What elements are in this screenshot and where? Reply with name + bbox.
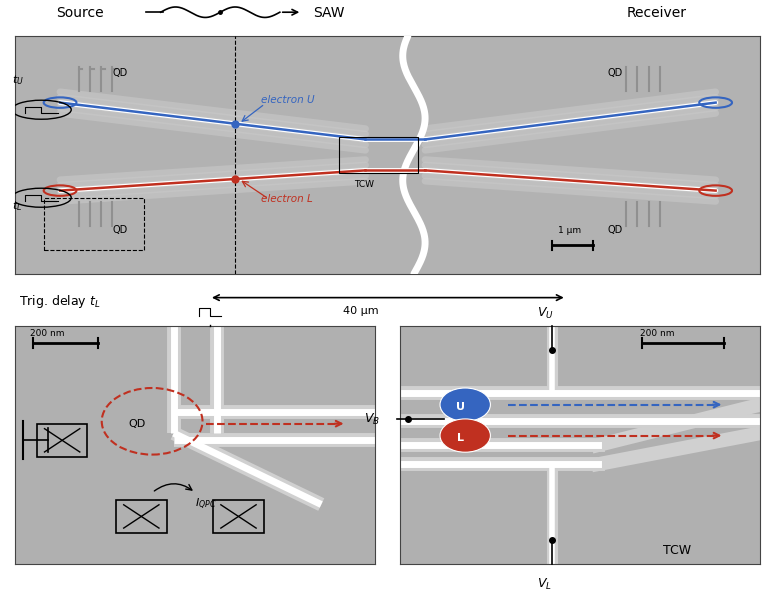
Text: Source: Source [56,6,104,20]
Text: QD: QD [129,419,146,429]
Text: L: L [457,433,465,443]
Text: QD: QD [112,68,127,79]
Text: $V_B$: $V_B$ [365,412,380,427]
Text: Trig. delay $t_L$: Trig. delay $t_L$ [19,293,101,310]
Bar [44,198,144,250]
Text: QD: QD [112,226,127,235]
Circle shape [440,419,491,452]
Text: 200 nm: 200 nm [640,329,674,338]
Text: QD: QD [607,68,623,79]
Bar [214,500,263,533]
Bar [37,424,88,457]
Text: $I_{QPC}$: $I_{QPC}$ [195,497,217,512]
Bar [116,500,167,533]
Text: electron L: electron L [261,194,313,205]
Text: QD: QD [607,226,623,235]
Text: $V_U$: $V_U$ [537,305,554,321]
Text: electron U: electron U [261,95,315,104]
Text: $V_L$: $V_L$ [537,577,552,592]
Text: SAW: SAW [313,6,345,20]
Text: 1 μm: 1 μm [558,226,581,235]
Text: $t_U$: $t_U$ [12,74,24,88]
Bar [339,137,418,173]
Text: Receiver: Receiver [626,6,687,20]
Text: U: U [456,402,465,412]
Text: 200 nm: 200 nm [30,329,65,338]
Text: $t_L$: $t_L$ [12,200,22,214]
Text: TCW: TCW [663,544,691,557]
Text: TCW: TCW [354,180,374,189]
Circle shape [440,388,491,421]
Text: 40 μm: 40 μm [343,306,379,316]
